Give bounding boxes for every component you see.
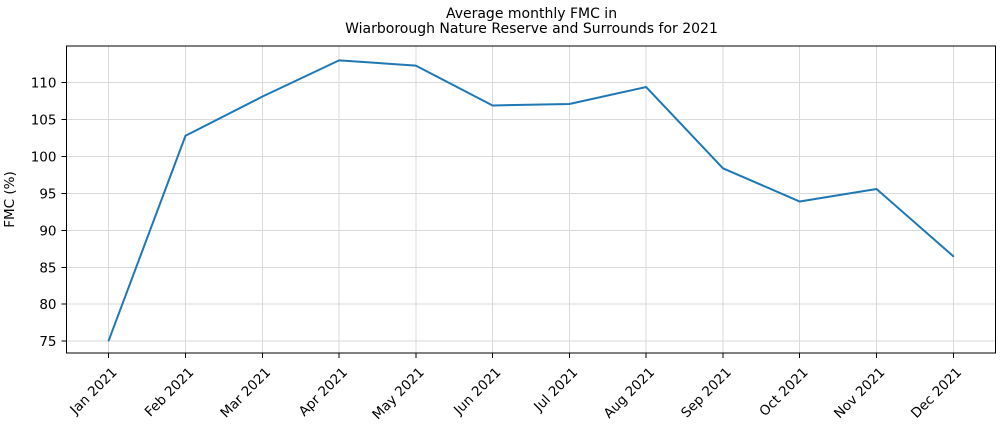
x-tick-label: Feb 2021 <box>142 365 198 421</box>
x-tick-label: Aug 2021 <box>601 365 658 422</box>
x-tick-label: May 2021 <box>369 365 427 423</box>
chart-title-line-1: Average monthly FMC in <box>445 6 618 22</box>
x-tick-label: Dec 2021 <box>908 365 965 422</box>
x-tick-label: Mar 2021 <box>217 365 274 422</box>
y-tick-label: 85 <box>39 260 56 276</box>
y-tick-label: 90 <box>39 223 56 239</box>
x-tick-label: Nov 2021 <box>831 365 888 422</box>
x-tick-label: Sep 2021 <box>678 365 735 422</box>
x-tick-label: Jul 2021 <box>530 365 581 416</box>
y-tick-label: 110 <box>31 76 57 92</box>
y-axis-label: FMC (%) <box>2 171 18 228</box>
x-tick-label: Apr 2021 <box>296 365 351 420</box>
y-tick-label: 75 <box>39 334 56 350</box>
plot-border <box>66 45 996 354</box>
fmc-line-series <box>107 59 955 342</box>
chart-title-line-2: Wiarborough Nature Reserve and Surrounds… <box>345 21 718 37</box>
y-tick-label: 95 <box>39 186 56 202</box>
x-tick-label: Jun 2021 <box>450 365 504 419</box>
x-tick-label: Oct 2021 <box>756 365 811 420</box>
y-tick-label: 100 <box>31 149 57 165</box>
y-tick-label: 80 <box>39 297 56 313</box>
y-tick-label: 105 <box>31 113 57 129</box>
chart-title: Average monthly FMC in Wiarborough Natur… <box>67 7 996 37</box>
x-tick-label: Jan 2021 <box>66 365 120 419</box>
